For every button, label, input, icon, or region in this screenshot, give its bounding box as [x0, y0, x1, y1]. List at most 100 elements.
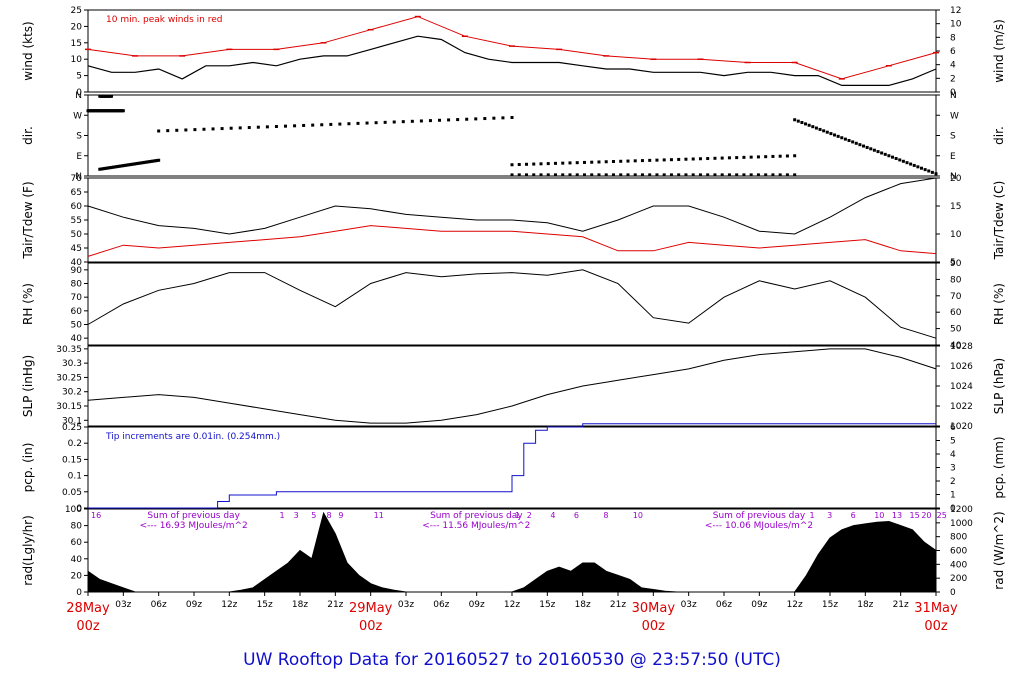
direction-point: [117, 164, 121, 168]
wind-ytick-label-right: 12: [950, 6, 961, 16]
direction-point: [524, 162, 528, 166]
direction-point: [771, 173, 775, 177]
precipitation-ylabel-right: pcp. (mm): [992, 436, 1006, 498]
radiation-summary-title: Sum of previous day: [713, 511, 806, 521]
direction-point: [284, 124, 288, 128]
direction-point: [847, 139, 851, 143]
direction-point: [778, 154, 782, 158]
direction-point: [133, 162, 137, 166]
direction-point: [102, 167, 106, 171]
direction-point: [684, 173, 688, 177]
direction-point: [338, 122, 342, 126]
direction-point: [193, 128, 197, 132]
direction-point: [582, 160, 586, 164]
precipitation-annotation: Tip increments are 0.01in. (0.254mm.): [105, 432, 280, 442]
temperature-ytick-label-right: 20: [950, 174, 962, 184]
direction-point: [532, 173, 536, 177]
wind-ytick-label-right: 0: [950, 88, 956, 98]
humidity-ylabel-right: RH (%): [992, 283, 1006, 325]
radiation-hour-mark: 25: [937, 511, 947, 520]
direction-point: [510, 173, 514, 177]
direction-point: [793, 173, 797, 177]
direction-point: [662, 173, 666, 177]
direction-point: [145, 160, 149, 164]
pressure-ytick-label-right: 1028: [950, 342, 973, 352]
radiation-hour-mark: 1: [279, 511, 284, 520]
x-tick-label: 15z: [539, 600, 555, 610]
wind-ytick-label-left: 20: [71, 22, 83, 32]
direction-point: [524, 173, 528, 177]
temperature-ytick-label-left: 60: [71, 202, 83, 212]
temperature-ytick-label-right: 10: [950, 230, 962, 240]
x-day-hour-label: 00z: [76, 619, 100, 634]
radiation-ytick-label-right: 0: [950, 588, 956, 598]
direction-point: [756, 155, 760, 159]
wind-ytick-label-right: 2: [950, 74, 956, 84]
wind-series-0: [87, 35, 937, 86]
humidity-ytick-label-left: 80: [71, 280, 83, 290]
direction-point: [684, 157, 688, 161]
direction-point: [125, 163, 129, 167]
temperature-series-1: [87, 225, 937, 257]
direction-point: [840, 136, 844, 140]
direction-point: [626, 159, 630, 163]
direction-point: [148, 160, 152, 164]
pressure-ytick-label-left: 30.35: [56, 345, 82, 355]
direction-point: [154, 159, 158, 163]
direction-point: [901, 159, 905, 163]
direction-point: [104, 166, 108, 170]
direction-point: [474, 117, 478, 121]
x-tick-label: 03z: [681, 600, 697, 610]
direction-point: [110, 165, 114, 169]
direction-point: [98, 167, 102, 171]
direction-ylabel-left: dir.: [21, 126, 35, 145]
direction-point: [142, 161, 146, 165]
direction-point: [122, 164, 126, 168]
radiation-ytick-label-right: 800: [950, 533, 967, 543]
direction-ytick-label-left: S: [76, 132, 82, 142]
direction-point: [597, 160, 601, 164]
radiation-ytick-label-left: 80: [71, 522, 83, 532]
radiation-hour-mark: 5: [311, 511, 316, 520]
precipitation-ytick-label-right: 1: [950, 491, 956, 501]
precipitation-ytick-label-left: 0.1: [68, 472, 82, 482]
direction-point: [553, 173, 557, 177]
humidity-ytick-label-right: 40: [950, 341, 962, 351]
pressure-ytick-label-right: 1026: [950, 362, 973, 372]
direction-point: [101, 167, 105, 171]
direction-point: [677, 173, 681, 177]
direction-point: [640, 173, 644, 177]
direction-point: [814, 126, 818, 130]
direction-point: [611, 173, 615, 177]
direction-point: [691, 173, 695, 177]
radiation-hour-mark: 1: [515, 511, 520, 520]
radiation-hour-mark: 8: [327, 511, 332, 520]
direction-point: [111, 165, 115, 169]
direction-point: [764, 173, 768, 177]
direction-point: [438, 118, 442, 122]
radiation-hour-mark: 10: [874, 511, 884, 520]
temperature-ytick-label-right: 15: [950, 202, 961, 212]
humidity-ytick-label-left: 90: [71, 266, 83, 276]
direction-point: [575, 161, 579, 165]
direction-point: [114, 165, 118, 169]
direction-point: [655, 158, 659, 162]
direction-point: [778, 173, 782, 177]
pressure-ylabel-left: SLP (inHg): [21, 355, 35, 417]
direction-ytick-label-left: N: [75, 91, 82, 101]
pressure-ytick-label-left: 30.15: [56, 402, 82, 412]
direction-point: [329, 122, 333, 126]
direction-point: [604, 173, 608, 177]
direction-point: [930, 170, 934, 174]
direction-point: [247, 126, 251, 130]
direction-point: [492, 116, 496, 120]
direction-point: [851, 140, 855, 144]
direction-point: [720, 173, 724, 177]
direction-ytick-label-right: W: [950, 111, 959, 121]
direction-point: [811, 125, 815, 129]
direction-point: [553, 161, 557, 165]
direction-point: [575, 173, 579, 177]
direction-point: [590, 173, 594, 177]
x-tick-label: 06z: [716, 600, 732, 610]
direction-point: [517, 173, 521, 177]
